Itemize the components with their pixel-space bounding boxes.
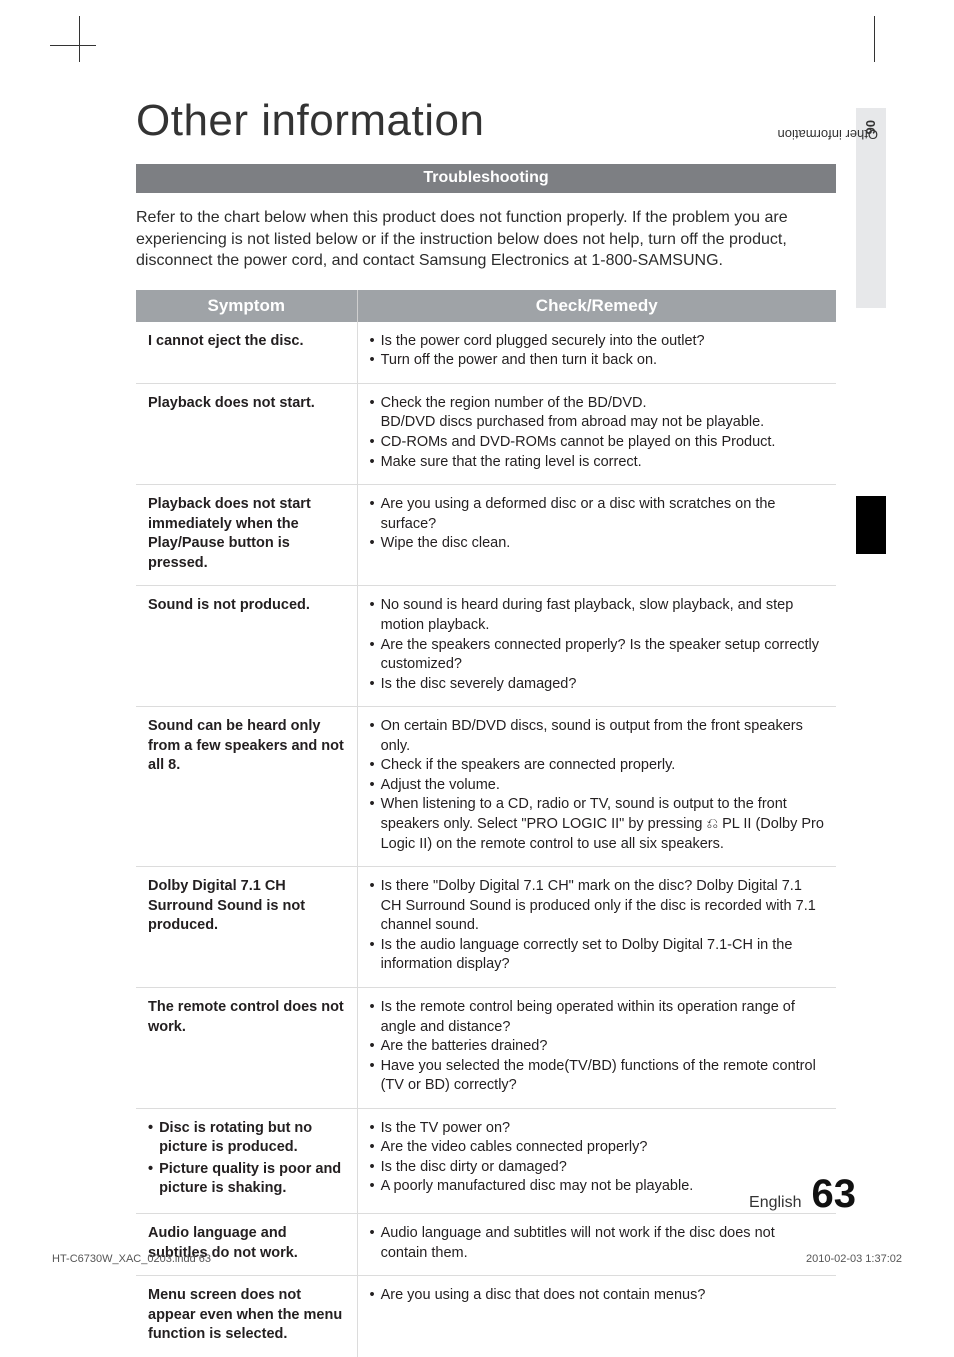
footer-language: English: [749, 1194, 801, 1212]
remedy-cell: •Is the power cord plugged securely into…: [357, 322, 836, 384]
side-chapter-tab: 06 Other information: [856, 108, 886, 308]
symptom-cell: Sound can be heard only from a few speak…: [136, 707, 357, 867]
remedy-cell: •Check the region number of the BD/DVD.B…: [357, 383, 836, 484]
table-row: Dolby Digital 7.1 CH Surround Sound is n…: [136, 867, 836, 988]
intro-paragraph: Refer to the chart below when this produ…: [136, 207, 836, 272]
symptom-cell: Playback does not start.: [136, 383, 357, 484]
footer-meta: HT-C6730W_XAC_0203.indd 63 2010-02-03 1:…: [52, 1253, 902, 1265]
symptom-cell: I cannot eject the disc.: [136, 322, 357, 384]
remedy-cell: •Audio language and subtitles will not w…: [357, 1214, 836, 1276]
remedy-cell: •No sound is heard during fast playback,…: [357, 586, 836, 707]
col-header-symptom: Symptom: [136, 290, 357, 322]
table-row: Playback does not start immediately when…: [136, 485, 836, 586]
troubleshooting-table: Symptom Check/Remedy I cannot eject the …: [136, 290, 836, 1357]
symptom-cell: Sound is not produced.: [136, 586, 357, 707]
symptom-cell: The remote control does not work.: [136, 987, 357, 1108]
footer-page-number: 63: [812, 1172, 857, 1217]
document-page: 06 Other information Other information T…: [0, 0, 954, 1307]
footer-timestamp: 2010-02-03 1:37:02: [806, 1253, 902, 1265]
remedy-cell: •Are you using a disc that does not cont…: [357, 1276, 836, 1357]
symptom-cell: Audio language and subtitles do not work…: [136, 1214, 357, 1276]
section-header-bar: Troubleshooting: [136, 164, 836, 193]
table-row: The remote control does not work.•Is the…: [136, 987, 836, 1108]
remedy-cell: •Is the remote control being operated wi…: [357, 987, 836, 1108]
crop-mark-top-right: [874, 22, 898, 46]
table-row: Audio language and subtitles do not work…: [136, 1214, 836, 1276]
table-row: Sound is not produced.•No sound is heard…: [136, 586, 836, 707]
table-row: Playback does not start.•Check the regio…: [136, 383, 836, 484]
symptom-cell: Menu screen does not appear even when th…: [136, 1276, 357, 1357]
remedy-cell: •Is there "Dolby Digital 7.1 CH" mark on…: [357, 867, 836, 988]
remedy-cell: •Are you using a deformed disc or a disc…: [357, 485, 836, 586]
table-row: I cannot eject the disc.•Is the power co…: [136, 322, 836, 384]
footer-file-ref: HT-C6730W_XAC_0203.indd 63: [52, 1253, 211, 1265]
table-row: •Disc is rotating but no picture is prod…: [136, 1108, 836, 1213]
table-row: Menu screen does not appear even when th…: [136, 1276, 836, 1357]
table-row: Sound can be heard only from a few speak…: [136, 707, 836, 867]
symptom-cell: Playback does not start immediately when…: [136, 485, 357, 586]
col-header-remedy: Check/Remedy: [357, 290, 836, 322]
remedy-cell: •On certain BD/DVD discs, sound is outpu…: [357, 707, 836, 867]
symptom-cell: •Disc is rotating but no picture is prod…: [136, 1108, 357, 1213]
symptom-cell: Dolby Digital 7.1 CH Surround Sound is n…: [136, 867, 357, 988]
crop-mark-top-left: [56, 22, 80, 46]
side-black-tab: [856, 496, 886, 554]
page-title: Other information: [136, 96, 836, 146]
footer-page-label: English 63: [749, 1172, 856, 1217]
